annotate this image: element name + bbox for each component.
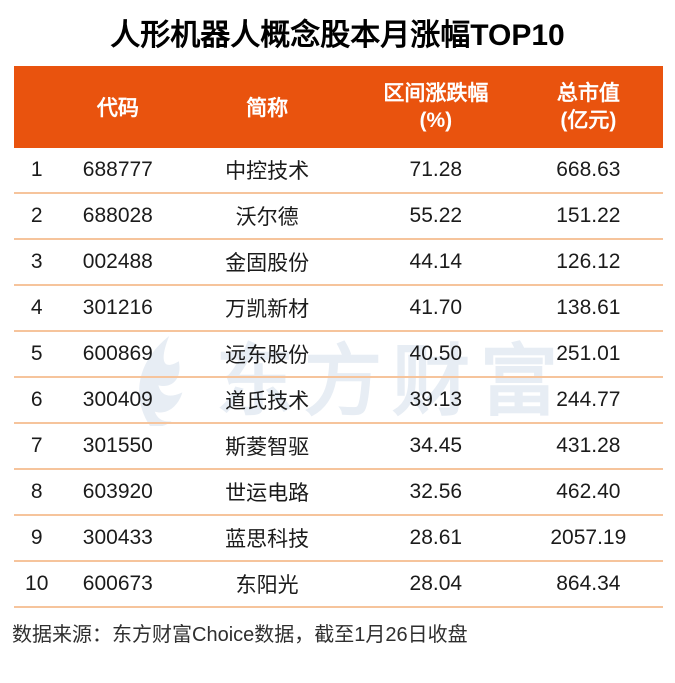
cell-change: 28.04 xyxy=(409,572,463,595)
cell-name: 东阳光 xyxy=(235,574,299,597)
cell-rank: 2 xyxy=(30,204,43,227)
cell-mktcap: 138.61 xyxy=(556,296,621,319)
cell-code: 301216 xyxy=(82,296,153,319)
cell-name: 道氏技术 xyxy=(225,390,310,413)
cell-mktcap: 244.77 xyxy=(556,388,621,411)
cell-code: 301550 xyxy=(82,434,153,457)
cell-name: 金固股份 xyxy=(225,252,310,275)
cell-code: 300409 xyxy=(82,388,153,411)
header-change-line1: 区间涨跌幅 xyxy=(383,82,489,105)
table-row: 10 600673 东阳光 28.04 864.34 xyxy=(14,562,663,608)
cell-change: 39.13 xyxy=(409,388,463,411)
page-title: 人形机器人概念股本月涨幅TOP10 xyxy=(110,19,565,52)
header-change-line2: (%) xyxy=(419,109,453,132)
table-row: 6 300409 道氏技术 39.13 244.77 xyxy=(14,378,663,424)
cell-change: 41.70 xyxy=(409,296,463,319)
header-code: 代码 xyxy=(96,97,139,120)
cell-rank: 3 xyxy=(30,250,43,273)
cell-mktcap: 2057.19 xyxy=(550,526,627,549)
cell-change: 28.61 xyxy=(409,526,463,549)
header-name: 简称 xyxy=(246,97,289,120)
table-body: 1 688777 中控技术 71.28 668.63 2 688028 沃尔德 … xyxy=(14,148,663,608)
cell-change: 44.14 xyxy=(409,250,463,273)
cell-change: 40.50 xyxy=(409,342,463,365)
stock-table: 代码 简称 区间涨跌幅 (%) 总市值 (亿元) 1 688777 中控技术 7… xyxy=(14,66,663,608)
cell-change: 34.45 xyxy=(409,434,463,457)
cell-name: 斯菱智驱 xyxy=(225,436,310,459)
table-row: 4 301216 万凯新材 41.70 138.61 xyxy=(14,286,663,332)
cell-name: 世运电路 xyxy=(225,482,310,505)
header-mktcap-line1: 总市值 xyxy=(556,82,620,105)
table-row: 9 300433 蓝思科技 28.61 2057.19 xyxy=(14,516,663,562)
cell-rank: 4 xyxy=(30,296,43,319)
cell-mktcap: 431.28 xyxy=(556,434,621,457)
cell-mktcap: 864.34 xyxy=(556,572,621,595)
cell-rank: 8 xyxy=(30,480,43,503)
cell-rank: 9 xyxy=(30,526,43,549)
table-row: 8 603920 世运电路 32.56 462.40 xyxy=(14,470,663,516)
cell-code: 600869 xyxy=(82,342,153,365)
header-mktcap: 总市值 (亿元) xyxy=(514,80,663,134)
table-row: 2 688028 沃尔德 55.22 151.22 xyxy=(14,194,663,240)
cell-name: 远东股份 xyxy=(225,344,310,367)
cell-name: 万凯新材 xyxy=(225,298,310,321)
cell-rank: 7 xyxy=(30,434,43,457)
cell-name: 沃尔德 xyxy=(235,206,299,229)
cell-name: 蓝思科技 xyxy=(225,528,310,551)
table-header-row: 代码 简称 区间涨跌幅 (%) 总市值 (亿元) xyxy=(14,66,663,148)
cell-code: 603920 xyxy=(82,480,153,503)
data-source-note: 数据来源：东方财富Choice数据，截至1月26日收盘 xyxy=(12,624,468,646)
cell-code: 688777 xyxy=(82,158,153,181)
cell-mktcap: 462.40 xyxy=(556,480,621,503)
table-row: 7 301550 斯菱智驱 34.45 431.28 xyxy=(14,424,663,470)
cell-rank: 10 xyxy=(25,572,49,595)
cell-code: 002488 xyxy=(82,250,153,273)
table-row: 5 600869 远东股份 40.50 251.01 xyxy=(14,332,663,378)
table-row: 1 688777 中控技术 71.28 668.63 xyxy=(14,148,663,194)
cell-rank: 6 xyxy=(30,388,43,411)
cell-code: 600673 xyxy=(82,572,153,595)
cell-change: 55.22 xyxy=(409,204,463,227)
table-row: 3 002488 金固股份 44.14 126.12 xyxy=(14,240,663,286)
cell-mktcap: 151.22 xyxy=(556,204,621,227)
header-mktcap-line2: (亿元) xyxy=(560,109,617,132)
cell-code: 688028 xyxy=(82,204,153,227)
cell-change: 71.28 xyxy=(409,158,463,181)
cell-rank: 1 xyxy=(30,158,43,181)
cell-rank: 5 xyxy=(30,342,43,365)
cell-mktcap: 251.01 xyxy=(556,342,621,365)
header-change: 区间涨跌幅 (%) xyxy=(358,80,514,134)
cell-change: 32.56 xyxy=(409,480,463,503)
cell-code: 300433 xyxy=(82,526,153,549)
cell-name: 中控技术 xyxy=(225,160,310,183)
cell-mktcap: 126.12 xyxy=(556,250,621,273)
cell-mktcap: 668.63 xyxy=(556,158,621,181)
